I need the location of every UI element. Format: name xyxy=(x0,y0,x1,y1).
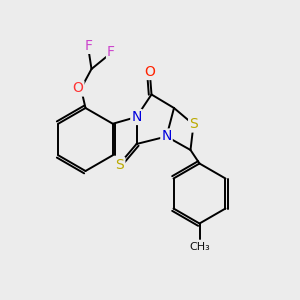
Text: N: N xyxy=(131,110,142,124)
Text: S: S xyxy=(189,118,198,131)
Text: CH₃: CH₃ xyxy=(189,242,210,253)
Text: F: F xyxy=(107,46,115,59)
Text: S: S xyxy=(116,158,124,172)
Text: F: F xyxy=(85,39,92,53)
Text: O: O xyxy=(145,65,155,79)
Text: N: N xyxy=(161,130,172,143)
Text: O: O xyxy=(73,82,83,95)
